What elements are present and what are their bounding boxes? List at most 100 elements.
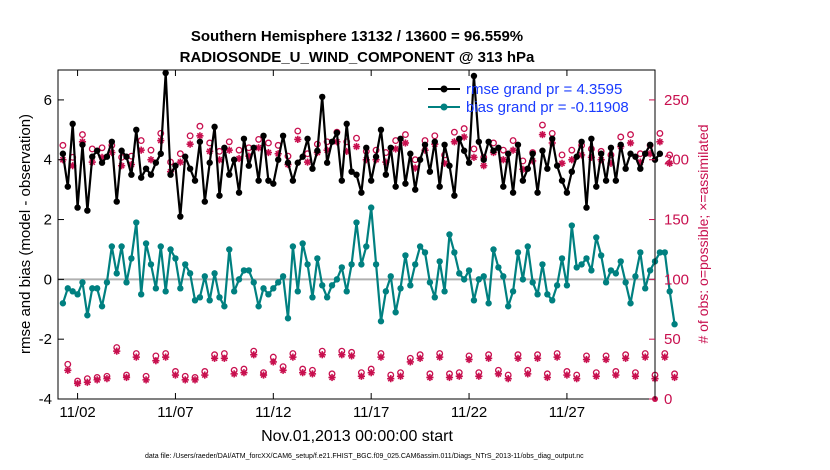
obs-assimilated-stroke: [514, 355, 522, 362]
rmse-point: [607, 144, 615, 151]
y-tick-label-right: 250: [664, 92, 689, 109]
obs-assimilated-point: [504, 375, 512, 383]
bias-point: [412, 261, 419, 268]
y-tick-label-right: 150: [664, 212, 689, 229]
obs-assimilated-point: [582, 355, 591, 364]
bias-point: [402, 252, 409, 259]
rmse-point: [309, 165, 316, 172]
obs-assimilated-stroke: [407, 358, 414, 365]
rmse-point: [113, 198, 120, 205]
obs-assimilated-stroke: [505, 375, 512, 382]
obs-assimilated-stroke: [573, 375, 580, 382]
obs-assimilated-point: [64, 366, 72, 374]
bias-point: [79, 279, 86, 286]
rmse-point: [250, 144, 257, 151]
bias-point: [245, 267, 253, 274]
rmse-point: [504, 150, 512, 157]
bias-point: [456, 270, 463, 277]
rmse-point: [367, 177, 375, 184]
obs-assimilated-stroke: [470, 154, 478, 161]
obs-assimilated-point: [103, 375, 111, 383]
rmse-point: [182, 153, 189, 160]
bias-point: [392, 309, 399, 316]
y-tick-label-left: 2: [44, 212, 52, 229]
obs-assimilated-stroke: [348, 352, 355, 360]
rmse-point: [191, 177, 199, 184]
bias-point: [465, 267, 473, 274]
bias-point: [128, 255, 135, 262]
obs-assimilated-point: [171, 371, 180, 379]
obs-possible-point: [656, 129, 664, 137]
obs-assimilated-stroke: [392, 145, 399, 153]
obs-assimilated-stroke: [226, 147, 233, 154]
obs-assimilated-stroke: [485, 355, 492, 362]
bias-point: [123, 279, 130, 286]
rmse-point: [553, 162, 561, 169]
rmse-point: [279, 132, 287, 139]
obs-assimilated-point: [93, 376, 101, 384]
y-tick-label-left: -2: [39, 331, 52, 348]
obs-assimilated-point: [445, 373, 454, 382]
bias-point: [500, 273, 507, 280]
bias-point: [137, 291, 145, 298]
rmse-point: [436, 183, 443, 190]
rmse-point: [304, 135, 311, 142]
obs-assimilated-stroke: [123, 374, 130, 381]
obs-assimilated-point: [83, 378, 91, 386]
obs-assimilated-point: [401, 139, 410, 147]
bias-point: [89, 285, 96, 292]
footer-data-file: data file: /Users/raeder/DAI/ATM_forcXX/…: [145, 453, 584, 460]
plot-frame: [57, 69, 656, 400]
obs-assimilated-point: [553, 353, 561, 361]
bias-point: [367, 204, 375, 211]
bias-point: [568, 222, 576, 229]
obs-assimilated-point: [387, 375, 395, 383]
rmse-point: [162, 69, 169, 77]
bias-point: [162, 288, 169, 295]
bias-point: [588, 267, 595, 274]
obs-assimilated-point: [573, 375, 581, 383]
rmse-point: [358, 189, 365, 196]
bias-point: [617, 258, 624, 265]
obs-assimilated-point: [558, 159, 566, 167]
bias-point: [563, 282, 571, 289]
bias-point: [333, 276, 341, 283]
rmse-point: [284, 159, 292, 166]
obs-assimilated-point: [308, 370, 317, 378]
obs-assimilated-point: [352, 142, 361, 151]
obs-assimilated-point: [122, 373, 131, 382]
obs-possible-point: [264, 139, 272, 147]
obs-assimilated-point: [592, 372, 600, 380]
bias-point: [255, 303, 262, 310]
obs-assimilated-point: [568, 156, 576, 164]
y-tick-label-right: 50: [664, 331, 681, 348]
rmse-point: [426, 168, 434, 175]
obs-assimilated-stroke: [250, 351, 257, 358]
obs-assimilated-point: [524, 370, 532, 378]
obs-assimilated-stroke: [510, 147, 517, 154]
rmse-point: [480, 156, 487, 163]
rmse-point: [451, 192, 458, 199]
rmse-point: [363, 144, 370, 151]
obs-assimilated-stroke: [270, 358, 277, 365]
obs-assimilated-stroke: [632, 373, 639, 380]
obs-assimilated-point: [240, 369, 248, 377]
rmse-point: [627, 150, 634, 157]
bias-point: [363, 243, 370, 250]
rmse-point: [500, 183, 507, 190]
obs-assimilated-stroke: [133, 354, 140, 361]
obs-assimilated-stroke: [451, 138, 458, 145]
x-tick-label: 11/07: [157, 404, 193, 421]
bias-point: [632, 273, 639, 280]
bias-point: [524, 243, 531, 250]
bias-point: [93, 285, 101, 292]
obs-possible-point: [98, 144, 106, 152]
rmse-point: [372, 153, 380, 160]
bias-point: [328, 282, 336, 289]
obs-assimilated-point: [426, 373, 434, 382]
obs-assimilated-point: [367, 369, 375, 377]
rmse-point: [299, 153, 306, 160]
obs-assimilated-point: [450, 138, 458, 146]
rmse-point: [221, 144, 228, 151]
